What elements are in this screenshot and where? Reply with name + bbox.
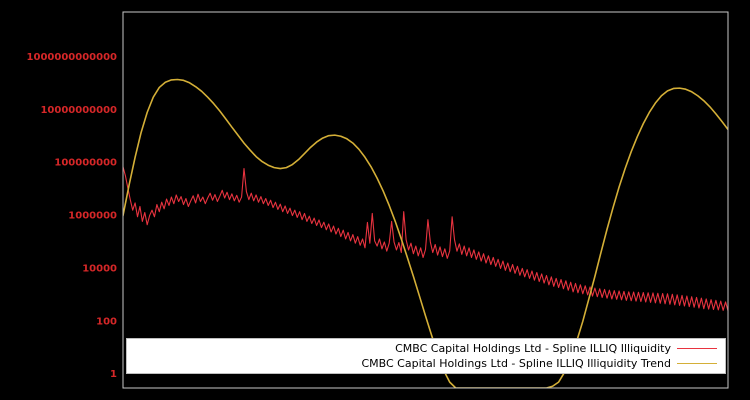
legend-entry: CMBC Capital Holdings Ltd - Spline ILLIQ…: [127, 341, 725, 356]
legend-swatch-illiquidity-trend: [677, 363, 717, 364]
y-axis-tick-label: 10000000000: [40, 105, 117, 116]
chart-legend: CMBC Capital Holdings Ltd - Spline ILLIQ…: [126, 338, 726, 374]
series-line-illiquidity-trend: [123, 78, 728, 388]
series-line-illiquidity: [123, 166, 728, 312]
plot-background: [123, 12, 728, 388]
y-axis-tick-label: 1: [110, 369, 117, 380]
y-axis-tick-label: 10000: [82, 263, 117, 274]
y-axis-tick-label: 1000000000000: [27, 52, 117, 63]
legend-entry: CMBC Capital Holdings Ltd - Spline ILLIQ…: [127, 356, 725, 371]
y-axis-tick-label: 1000000: [68, 211, 117, 222]
y-axis-tick-labels: 1000000000000 10000000000 100000000 1000000…: [27, 52, 118, 380]
y-axis-tick-label: 100000000: [54, 158, 117, 169]
legend-label-illiquidity-trend: CMBC Capital Holdings Ltd - Spline ILLIQ…: [361, 357, 671, 370]
legend-label-illiquidity: CMBC Capital Holdings Ltd - Spline ILLIQ…: [395, 342, 671, 355]
legend-swatch-illiquidity: [677, 348, 717, 349]
y-axis-tick-label: 100: [96, 316, 117, 327]
plot-area-border: [122, 11, 729, 389]
chart-series-layer: [123, 78, 728, 388]
